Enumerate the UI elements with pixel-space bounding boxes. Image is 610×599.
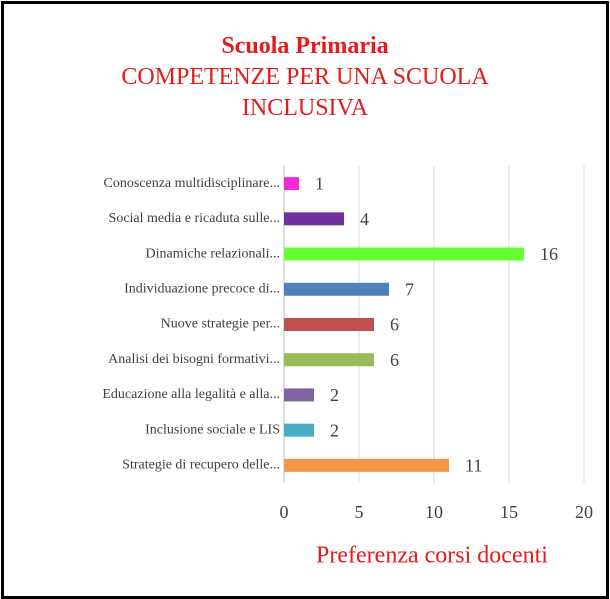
y-tick-label: Educazione alla legalità e alla...: [102, 387, 280, 402]
title-block: Scuola Primaria COMPETENZE PER UNA SCUOL…: [95, 30, 515, 124]
x-tick-label: 0: [280, 502, 289, 522]
y-tick-label: Social media e ricaduta sulle...: [109, 211, 280, 226]
bar: [284, 318, 374, 331]
data-label: 2: [330, 420, 339, 440]
y-tick-label: Nuove strategie per...: [161, 317, 280, 332]
data-label: 2: [330, 385, 339, 405]
chart-title: Scuola Primaria: [221, 33, 389, 59]
data-label: 6: [390, 315, 399, 335]
y-tick-label: Strategie di recupero delle...: [122, 458, 280, 473]
bar: [284, 423, 314, 437]
data-label: 6: [390, 350, 399, 370]
y-tick-label: Conoscenza multidisciplinare...: [103, 176, 280, 191]
bar: [284, 353, 374, 367]
chart-subtitle: COMPETENZE PER UNA SCUOLA INCLUSIVA: [121, 64, 489, 121]
data-label: 16: [540, 244, 558, 264]
x-tick-label: 15: [500, 502, 518, 522]
y-tick-label: Dinamiche relazionali...: [146, 246, 281, 261]
data-label: 4: [360, 209, 369, 229]
bar: [284, 282, 389, 296]
data-label: 7: [405, 279, 414, 299]
y-tick-label: Analisi dei bisogni formativi...: [108, 352, 280, 367]
bar: [284, 212, 344, 226]
data-label: 1: [315, 174, 324, 194]
y-tick-label: Inclusione sociale e LIS: [145, 422, 280, 437]
x-tick-label: 10: [425, 502, 443, 522]
x-axis-label: Preferenza corsi docenti: [316, 543, 548, 569]
bar: [284, 247, 524, 261]
y-tick-label: Individuazione precoce di...: [124, 281, 280, 296]
data-label: 11: [465, 456, 482, 476]
x-tick-label: 5: [355, 502, 364, 522]
bar: [284, 177, 299, 191]
x-tick-label: 20: [575, 502, 593, 522]
bar: [284, 388, 314, 402]
bar: [284, 458, 449, 472]
